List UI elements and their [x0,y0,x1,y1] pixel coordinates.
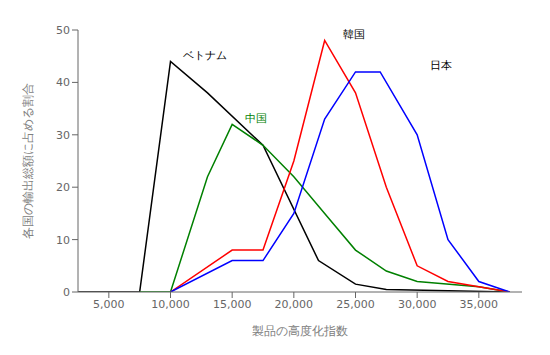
svg-text:15,000: 15,000 [213,298,252,311]
svg-text:中国: 中国 [245,112,267,125]
svg-text:35,000: 35,000 [460,298,499,311]
svg-text:韓国: 韓国 [343,28,365,41]
svg-text:各国の輸出総額に占める割合: 各国の輸出総額に占める割合 [21,83,35,239]
svg-text:25,000: 25,000 [336,298,375,311]
svg-text:10: 10 [56,234,70,247]
svg-text:5,000: 5,000 [93,298,125,311]
svg-text:0: 0 [63,286,70,299]
svg-text:日本: 日本 [430,59,452,72]
svg-text:30: 30 [56,129,70,142]
svg-text:製品の高度化指数: 製品の高度化指数 [252,324,348,338]
svg-text:50: 50 [56,24,70,37]
svg-text:20: 20 [56,181,70,194]
svg-text:10,000: 10,000 [151,298,190,311]
svg-text:30,000: 30,000 [398,298,437,311]
svg-text:20,000: 20,000 [275,298,314,311]
svg-text:40: 40 [56,76,70,89]
svg-text:ベトナム: ベトナム [183,49,227,62]
